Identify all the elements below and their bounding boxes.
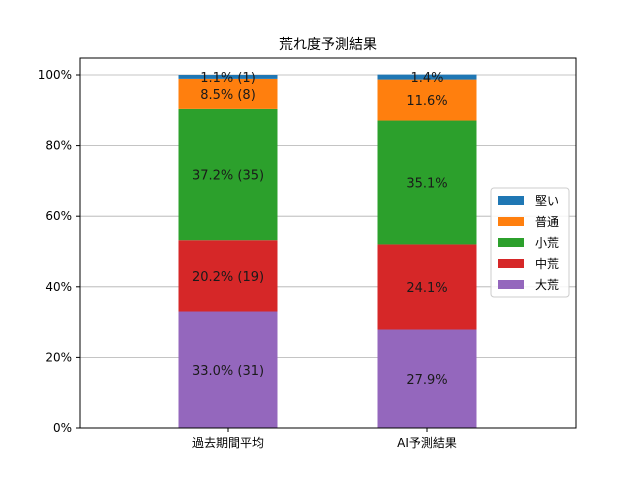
y-tick-label: 100% bbox=[38, 68, 72, 82]
bar-segment bbox=[178, 78, 278, 109]
data-labels: 33.0% (31) 20.2% (19) 37.2% (35) 8.5% (8) 1.… bbox=[192, 71, 448, 388]
bar-segment bbox=[377, 244, 477, 330]
y-tick-label: 0% bbox=[53, 421, 72, 435]
legend-swatch bbox=[498, 259, 524, 268]
data-label: 35.1% bbox=[406, 176, 447, 191]
data-label: 37.2% (35) bbox=[192, 169, 264, 184]
bar-segment bbox=[178, 108, 278, 241]
bar-segment bbox=[178, 311, 278, 428]
bars bbox=[178, 74, 477, 428]
data-label: 1.1% (1) bbox=[200, 71, 256, 86]
y-axis: 0% 20% 40% 60% 80% 100% bbox=[38, 68, 80, 435]
bar-segment bbox=[178, 240, 278, 312]
legend-swatch bbox=[498, 238, 524, 247]
legend-swatch bbox=[498, 280, 524, 289]
data-label: 11.6% bbox=[406, 94, 447, 109]
y-tick-label: 80% bbox=[45, 139, 72, 153]
x-axis: 過去期間平均 AI予測結果 bbox=[192, 428, 457, 450]
y-tick-label: 20% bbox=[45, 350, 72, 364]
y-tick-label: 60% bbox=[45, 209, 72, 223]
legend-swatch bbox=[498, 196, 524, 205]
bar-segment bbox=[377, 74, 477, 80]
x-tick-label: AI予測結果 bbox=[397, 436, 457, 450]
legend-label: 小荒 bbox=[535, 236, 559, 250]
y-tick-label: 40% bbox=[45, 280, 72, 294]
data-label: 8.5% (8) bbox=[200, 88, 256, 103]
legend-label: 大荒 bbox=[535, 278, 559, 292]
bar-segment bbox=[377, 120, 477, 245]
legend-swatch bbox=[498, 217, 524, 226]
plot-frame bbox=[79, 57, 577, 429]
bar-segment bbox=[178, 75, 278, 79]
data-label: 33.0% (31) bbox=[192, 364, 264, 379]
legend-box bbox=[490, 187, 570, 298]
legend-label: 中荒 bbox=[535, 256, 559, 271]
data-label: 24.1% bbox=[406, 281, 447, 296]
bar-segment bbox=[377, 79, 477, 121]
chart-title: 荒れ度予測結果 bbox=[279, 37, 377, 53]
x-tick-label: 過去期間平均 bbox=[192, 436, 264, 450]
data-label: 1.4% bbox=[410, 71, 443, 86]
legend-label: 普通 bbox=[535, 215, 559, 229]
data-label: 20.2% (19) bbox=[192, 270, 264, 285]
data-label: 27.9% bbox=[406, 373, 447, 388]
legend-label: 堅い bbox=[535, 194, 559, 208]
bar-segment bbox=[377, 329, 477, 428]
